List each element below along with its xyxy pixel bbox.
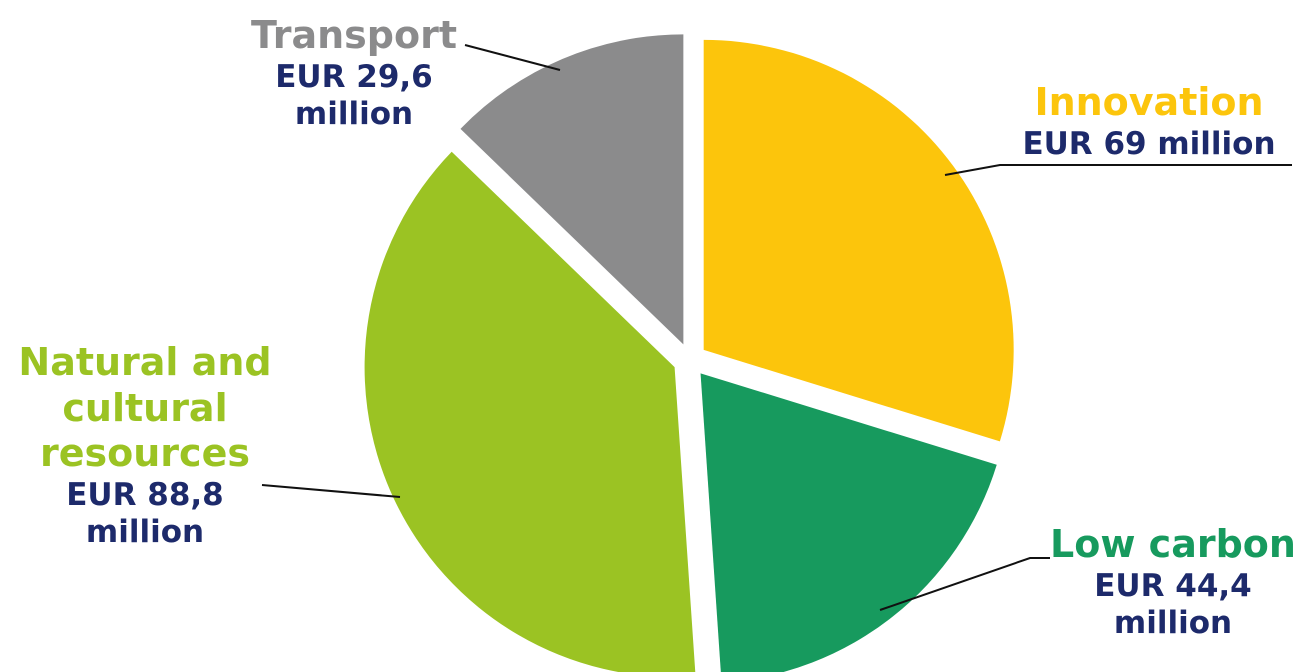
- label-natural-resources-value: EUR 88,8 million: [66, 476, 224, 550]
- label-natural-resources-category: Natural and cultural resources: [18, 340, 272, 476]
- slice-innovation: [703, 39, 1014, 442]
- label-innovation-value: EUR 69 million: [1022, 125, 1276, 162]
- leader-line-transport: [464, 44, 561, 71]
- label-natural-resources: Natural and cultural resources EUR 88,8 …: [0, 340, 290, 551]
- label-innovation-category: Innovation: [1034, 80, 1264, 124]
- label-transport-category: Transport: [250, 13, 457, 57]
- slice-natural-resources: [364, 151, 696, 672]
- label-low-carbon: Low carbon EUR 44,4 million: [1045, 522, 1301, 642]
- label-low-carbon-value: EUR 44,4 million: [1094, 567, 1252, 641]
- label-innovation: Innovation EUR 69 million: [1002, 80, 1296, 163]
- slice-transport: [460, 34, 684, 345]
- label-transport: Transport EUR 29,6 million: [238, 13, 470, 133]
- leader-line-innovation: [944, 164, 1292, 176]
- label-low-carbon-category: Low carbon: [1050, 522, 1296, 566]
- leader-line-low-carbon: [879, 557, 1050, 611]
- label-transport-value: EUR 29,6 million: [275, 58, 433, 132]
- leader-line-natural-resources: [261, 484, 401, 498]
- slice-low-carbon: [700, 373, 997, 672]
